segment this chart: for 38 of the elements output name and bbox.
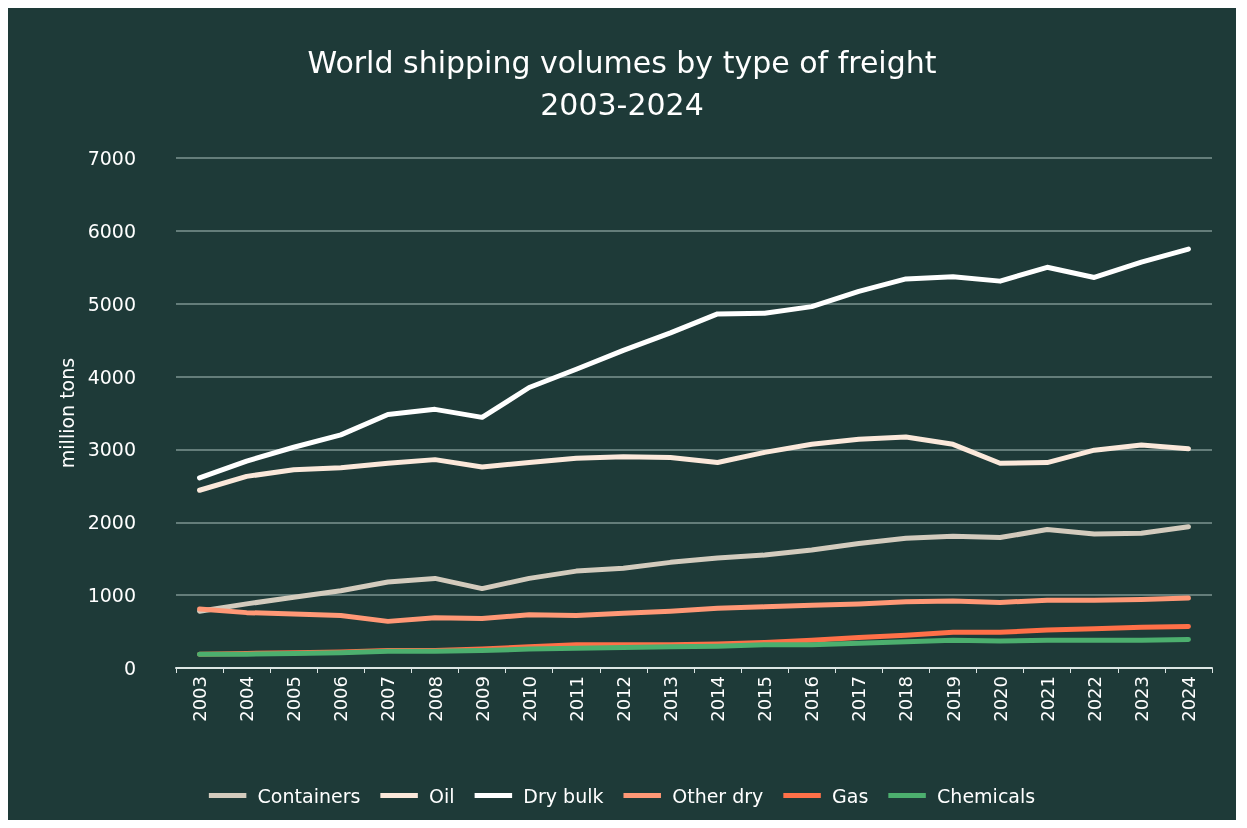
x-tick-label: 2005 bbox=[283, 676, 305, 722]
y-axis-title: million tons bbox=[56, 357, 79, 469]
x-tick-label: 2013 bbox=[659, 676, 681, 722]
x-tick-label: 2008 bbox=[424, 676, 446, 722]
legend-label: Oil bbox=[429, 784, 455, 807]
y-tick-label: 2000 bbox=[87, 511, 136, 534]
x-tick-label: 2020 bbox=[989, 676, 1011, 722]
x-tick-label: 2015 bbox=[754, 676, 776, 722]
legend-label: Gas bbox=[832, 784, 869, 807]
x-tick-label: 2010 bbox=[518, 676, 540, 722]
x-tick-label: 2021 bbox=[1036, 676, 1058, 722]
x-tick-label: 2012 bbox=[612, 676, 634, 722]
x-tick-label: 2003 bbox=[189, 676, 211, 722]
x-tick-label: 2004 bbox=[236, 676, 258, 722]
x-tick-label: 2019 bbox=[942, 676, 964, 722]
y-tick-label: 4000 bbox=[87, 365, 136, 388]
x-tick-label: 2022 bbox=[1083, 676, 1105, 722]
x-tick-label: 2009 bbox=[471, 676, 493, 722]
y-tick-label: 0 bbox=[123, 657, 136, 679]
x-tick-label: 2006 bbox=[330, 676, 352, 722]
y-tick-label: 6000 bbox=[87, 219, 136, 242]
x-tick-label: 2017 bbox=[848, 676, 870, 722]
y-tick-label: 5000 bbox=[87, 292, 136, 315]
y-tick-label: 1000 bbox=[87, 584, 136, 607]
y-tick-label: 3000 bbox=[87, 438, 136, 461]
x-tick-label: 2014 bbox=[707, 676, 729, 722]
x-tick-label: 2018 bbox=[895, 676, 917, 722]
legend-label: Other dry bbox=[672, 784, 764, 807]
chart-title: World shipping volumes by type of freight 2003-2024 bbox=[307, 44, 937, 122]
legend-label: Containers bbox=[257, 784, 361, 807]
y-tick-label: 7000 bbox=[87, 147, 136, 169]
legend-label: Dry bulk bbox=[523, 784, 604, 807]
x-tick-label: 2007 bbox=[377, 676, 399, 722]
x-tick-label: 2024 bbox=[1177, 676, 1199, 722]
x-tick-label: 2011 bbox=[565, 676, 587, 722]
legend-label: Chemicals bbox=[937, 784, 1036, 807]
x-tick-label: 2023 bbox=[1130, 676, 1152, 722]
x-tick-label: 2016 bbox=[801, 676, 823, 722]
